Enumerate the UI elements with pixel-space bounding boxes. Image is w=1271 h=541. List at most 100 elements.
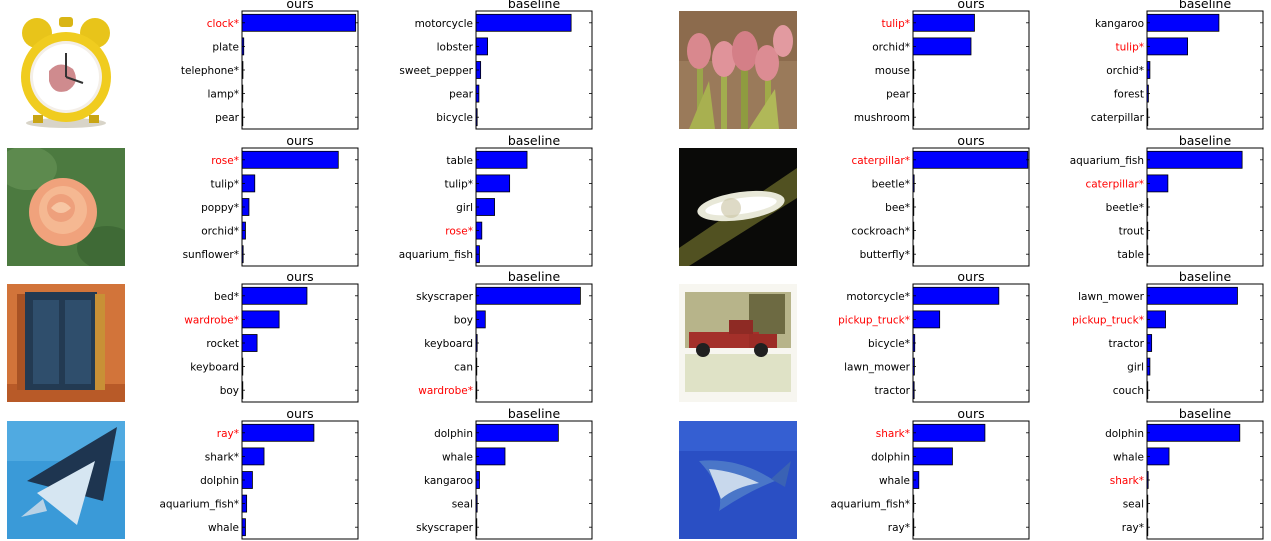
tick-label: clock* — [207, 18, 239, 30]
pickup-truck-image — [679, 284, 797, 402]
chart-title: baseline — [1179, 133, 1232, 148]
tick-label: beetle* — [1106, 202, 1144, 214]
bar — [241, 310, 280, 329]
bar-chart-2-1: baseline skyscraper boy keyboard can wardrobe… — [416, 269, 593, 403]
bar-chart-0-1: baseline motorcycle lobster sweet_pepperpea… — [399, 0, 593, 130]
tick-label: tulip* — [881, 18, 910, 30]
chart-title: baseline — [508, 133, 561, 148]
tick-label: caterpillar — [1091, 112, 1145, 124]
chart-title: ours — [957, 133, 984, 148]
tick-label: orchid* — [872, 41, 910, 53]
tick-label: tulip* — [210, 178, 239, 190]
tick-label: mouse — [875, 65, 910, 77]
axes-frame — [241, 10, 359, 130]
bar — [475, 174, 511, 193]
chart-title: ours — [286, 406, 313, 421]
tick-label: bee* — [885, 202, 910, 214]
tick-label: seal — [452, 499, 473, 511]
tick-label: orchid* — [1106, 65, 1144, 77]
tick-label: aquarium_fish* — [159, 499, 239, 511]
tick-label: pear — [886, 89, 911, 101]
tick-label: pear — [449, 89, 474, 101]
tick-label: keyboard — [190, 362, 239, 374]
bar — [912, 310, 941, 329]
bar-chart-3-2: ours shark* dolphin whale aquarium_fish* ray* — [830, 406, 1030, 540]
axes-frame — [1146, 147, 1264, 267]
tick-label: boy — [454, 314, 473, 326]
tick-label: whale — [442, 451, 473, 463]
tick-label: motorcycle — [415, 18, 473, 30]
chart-title: baseline — [1179, 0, 1232, 11]
tick-label: ray* — [888, 522, 910, 534]
tick-label: aquarium_fish — [399, 249, 473, 261]
caterpillar-image — [679, 148, 797, 266]
bar-chart-0-0: ours clock* plate telephone* lamp* pear — [181, 0, 359, 130]
tick-label: tractor — [1109, 338, 1145, 350]
bar — [475, 13, 572, 32]
bar-chart-3-1: baseline dolphin whale kangaroo seal skyscrap… — [416, 406, 593, 540]
chart-title: ours — [957, 0, 984, 11]
bar — [241, 13, 357, 32]
tick-label: caterpillar* — [851, 155, 910, 167]
tick-label: pear — [215, 112, 240, 124]
tick-label: whale — [879, 475, 910, 487]
bar — [912, 150, 1029, 169]
bar — [241, 423, 315, 442]
tick-label: telephone* — [181, 65, 239, 77]
tick-label: lamp* — [208, 89, 240, 101]
bar — [241, 447, 265, 466]
tick-label: whale — [1113, 451, 1144, 463]
bar-chart-1-1: baseline table tulip* girl rose* aquarium_fis… — [399, 133, 593, 267]
axes-frame — [241, 283, 359, 403]
tick-label: girl — [1127, 362, 1144, 374]
tick-label: whale — [208, 522, 239, 534]
tick-label: table — [446, 155, 473, 167]
tick-label: plate — [212, 41, 239, 53]
bar-chart-1-3: baseline aquarium_fish caterpillar* beetle*… — [1070, 133, 1264, 267]
wardrobe-image — [7, 284, 125, 402]
tick-label: dolphin — [200, 475, 239, 487]
tick-label: beetle* — [872, 178, 910, 190]
bar — [1146, 423, 1241, 442]
tick-label: keyboard — [424, 338, 473, 350]
bar — [241, 150, 339, 169]
tick-label: seal — [1123, 499, 1144, 511]
tick-label: wardrobe* — [184, 314, 239, 326]
tick-label: skyscraper — [416, 291, 474, 303]
tick-label: couch — [1113, 385, 1144, 397]
tick-label: bicycle* — [868, 338, 910, 350]
axes-frame — [241, 147, 359, 267]
tick-label: tulip* — [444, 178, 473, 190]
bar — [1146, 447, 1170, 466]
tick-label: shark* — [1110, 475, 1144, 487]
tick-label: sunflower* — [183, 249, 239, 261]
bar-chart-3-3: baseline dolphin whale shark* seal ray* — [1105, 406, 1264, 540]
tick-label: shark* — [205, 451, 239, 463]
tick-label: dolphin — [434, 428, 473, 440]
bar — [1146, 13, 1220, 32]
bar-chart-2-3: baseline lawn_mower pickup_truck*tractor gi… — [1072, 269, 1264, 403]
tick-label: sweet_pepper — [399, 65, 473, 77]
bar-chart-1-2: ours caterpillar* beetle* bee* cockroach* but… — [851, 133, 1030, 267]
tick-label: mushroom — [854, 112, 910, 124]
tick-label: lawn_mower — [1078, 291, 1145, 303]
chart-title: ours — [286, 0, 313, 11]
tick-label: orchid* — [201, 226, 239, 238]
tulip-image — [679, 11, 797, 129]
bar — [475, 150, 528, 169]
chart-title: baseline — [508, 269, 561, 284]
bar-chart-0-2: ours tulip* orchid* mouse pear mushroom — [854, 0, 1030, 130]
tick-label: trout — [1119, 226, 1144, 238]
chart-title: baseline — [1179, 406, 1232, 421]
bar — [475, 447, 506, 466]
bar-chart-0-3: baseline kangaroo tulip* orchid* forest cater… — [1091, 0, 1264, 130]
bar-chart-3-0: ours ray* shark* dolphin aquarium_fish*whale — [159, 406, 359, 540]
tick-label: kangaroo — [1095, 18, 1144, 30]
bar-chart-2-0: ours bed* wardrobe* rocket keyboard boy — [184, 269, 359, 403]
alarm-clock-image — [7, 11, 125, 129]
bar — [912, 447, 953, 466]
tick-label: forest — [1114, 89, 1144, 101]
rose-image — [7, 148, 125, 266]
bar-chart-2-2: ours motorcycle* pickup_truck* bicycle* lawn… — [838, 269, 1030, 403]
